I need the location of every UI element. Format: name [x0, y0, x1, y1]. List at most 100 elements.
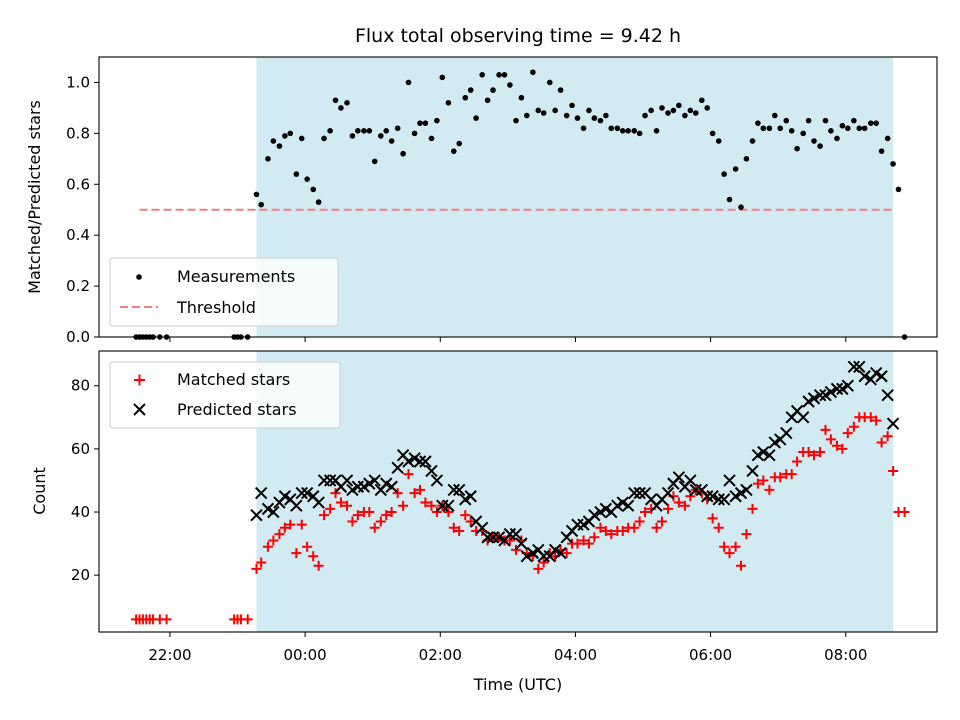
matched-star-point: [589, 532, 600, 543]
matched-star-point: [842, 428, 853, 439]
matched-star-point: [786, 469, 797, 480]
matched-star-point: [792, 456, 803, 467]
measurement-point: [755, 120, 761, 126]
predicted-star-point: [323, 474, 337, 487]
matched-star-point: [803, 447, 814, 458]
matched-star-point: [325, 503, 336, 514]
matched-star-point: [409, 488, 420, 499]
predicted-star-point: [430, 474, 444, 487]
x-tick-label: 22:00: [148, 646, 191, 664]
y-tick-label: 60: [71, 440, 90, 458]
measurement-point: [783, 117, 790, 124]
measurement-point: [614, 125, 621, 132]
measurement-point: [366, 128, 373, 134]
y-tick-label: 0.4: [66, 226, 90, 244]
matched-star-point: [764, 484, 775, 495]
matched-star-point: [296, 519, 307, 530]
bottom-y-axis: 20 40 60 80: [71, 377, 99, 584]
predicted-star-point: [425, 464, 438, 478]
matched-star-point: [375, 516, 386, 527]
measurement-point: [456, 140, 463, 147]
measurement-point: [665, 110, 671, 116]
predicted-star-point: [447, 483, 461, 497]
measurement-point: [766, 125, 773, 132]
matched-star-point: [815, 447, 826, 458]
matched-star-point: [758, 475, 769, 486]
matched-star-point: [448, 522, 459, 533]
y-tick-label: 0.8: [66, 124, 90, 142]
measurement-point: [411, 130, 418, 137]
measurement-point: [287, 130, 294, 137]
matched-star-point: [719, 541, 730, 552]
matched-star-point: [364, 507, 375, 518]
matched-star-point: [747, 503, 758, 514]
matched-star-point: [679, 500, 690, 511]
top-legend: Measurements Threshold: [109, 257, 339, 327]
predicted-star-point: [402, 455, 415, 468]
matched-star-point: [663, 503, 674, 514]
matched-star-point: [347, 516, 358, 527]
measurement-point: [540, 110, 547, 116]
measurement-point: [462, 94, 469, 101]
predicted-star-point: [250, 508, 263, 522]
matched-star-point: [572, 538, 583, 549]
predicted-star-point: [368, 474, 381, 487]
matched-star-point: [752, 478, 763, 489]
predicted-star-point: [858, 370, 871, 383]
measurement-point: [580, 125, 587, 132]
predicted-star-point: [464, 490, 477, 503]
measurement-point: [873, 120, 879, 126]
measurement-point: [315, 199, 322, 205]
matched-star-point: [707, 513, 718, 524]
predicted-star-point: [452, 483, 466, 497]
measurement-point: [394, 125, 401, 132]
bottom-legend-box: [109, 361, 341, 429]
matched-star-point: [403, 469, 414, 480]
matched-star-point: [724, 548, 735, 559]
top-x-ticks: [169, 337, 847, 342]
measurement-point: [659, 105, 665, 111]
measurement-point: [721, 171, 727, 177]
matched-star-point: [651, 522, 662, 533]
measurement-point: [417, 120, 423, 126]
matched-star-point: [741, 529, 752, 540]
legend-matched-marker: [134, 374, 145, 386]
matched-star-point: [656, 516, 667, 527]
predicted-star-point: [413, 455, 427, 468]
matched-star-point: [291, 548, 302, 559]
measurement-point: [321, 135, 327, 142]
measurement-point: [749, 138, 756, 144]
y-tick-label: 80: [71, 377, 90, 395]
measurement-point: [344, 100, 350, 106]
top-axes-frame: [98, 56, 938, 338]
predicted-star-point: [706, 490, 719, 503]
matched-star-point: [335, 497, 346, 508]
measurement-point: [834, 135, 840, 142]
matched-star-point: [809, 450, 820, 461]
measurement-point: [563, 112, 570, 119]
predicted-star-point: [475, 521, 489, 535]
predicted-star-point: [881, 388, 894, 402]
measurement-point: [467, 87, 474, 93]
matched-star-point: [730, 541, 741, 552]
predicted-star-point: [886, 417, 900, 430]
matched-star-point: [617, 525, 628, 536]
predicted-star-point: [295, 486, 308, 500]
measurement-point: [597, 117, 604, 124]
measurement-point: [851, 117, 857, 124]
matched-star-point: [161, 614, 172, 625]
x-tick-label: 02:00: [419, 646, 462, 664]
measurement-point: [338, 105, 344, 111]
measurement-point: [371, 158, 378, 165]
predicted-star-point: [300, 486, 314, 500]
measurement-point: [777, 125, 784, 132]
measurement-point: [523, 112, 530, 119]
measurement-point: [361, 128, 367, 134]
predicted-star-point: [813, 388, 827, 402]
predicted-star-point: [509, 527, 523, 541]
measurement-point: [687, 107, 694, 114]
matched-star-point: [465, 516, 476, 527]
matched-star-point: [392, 488, 403, 499]
matched-star-point: [268, 535, 279, 546]
